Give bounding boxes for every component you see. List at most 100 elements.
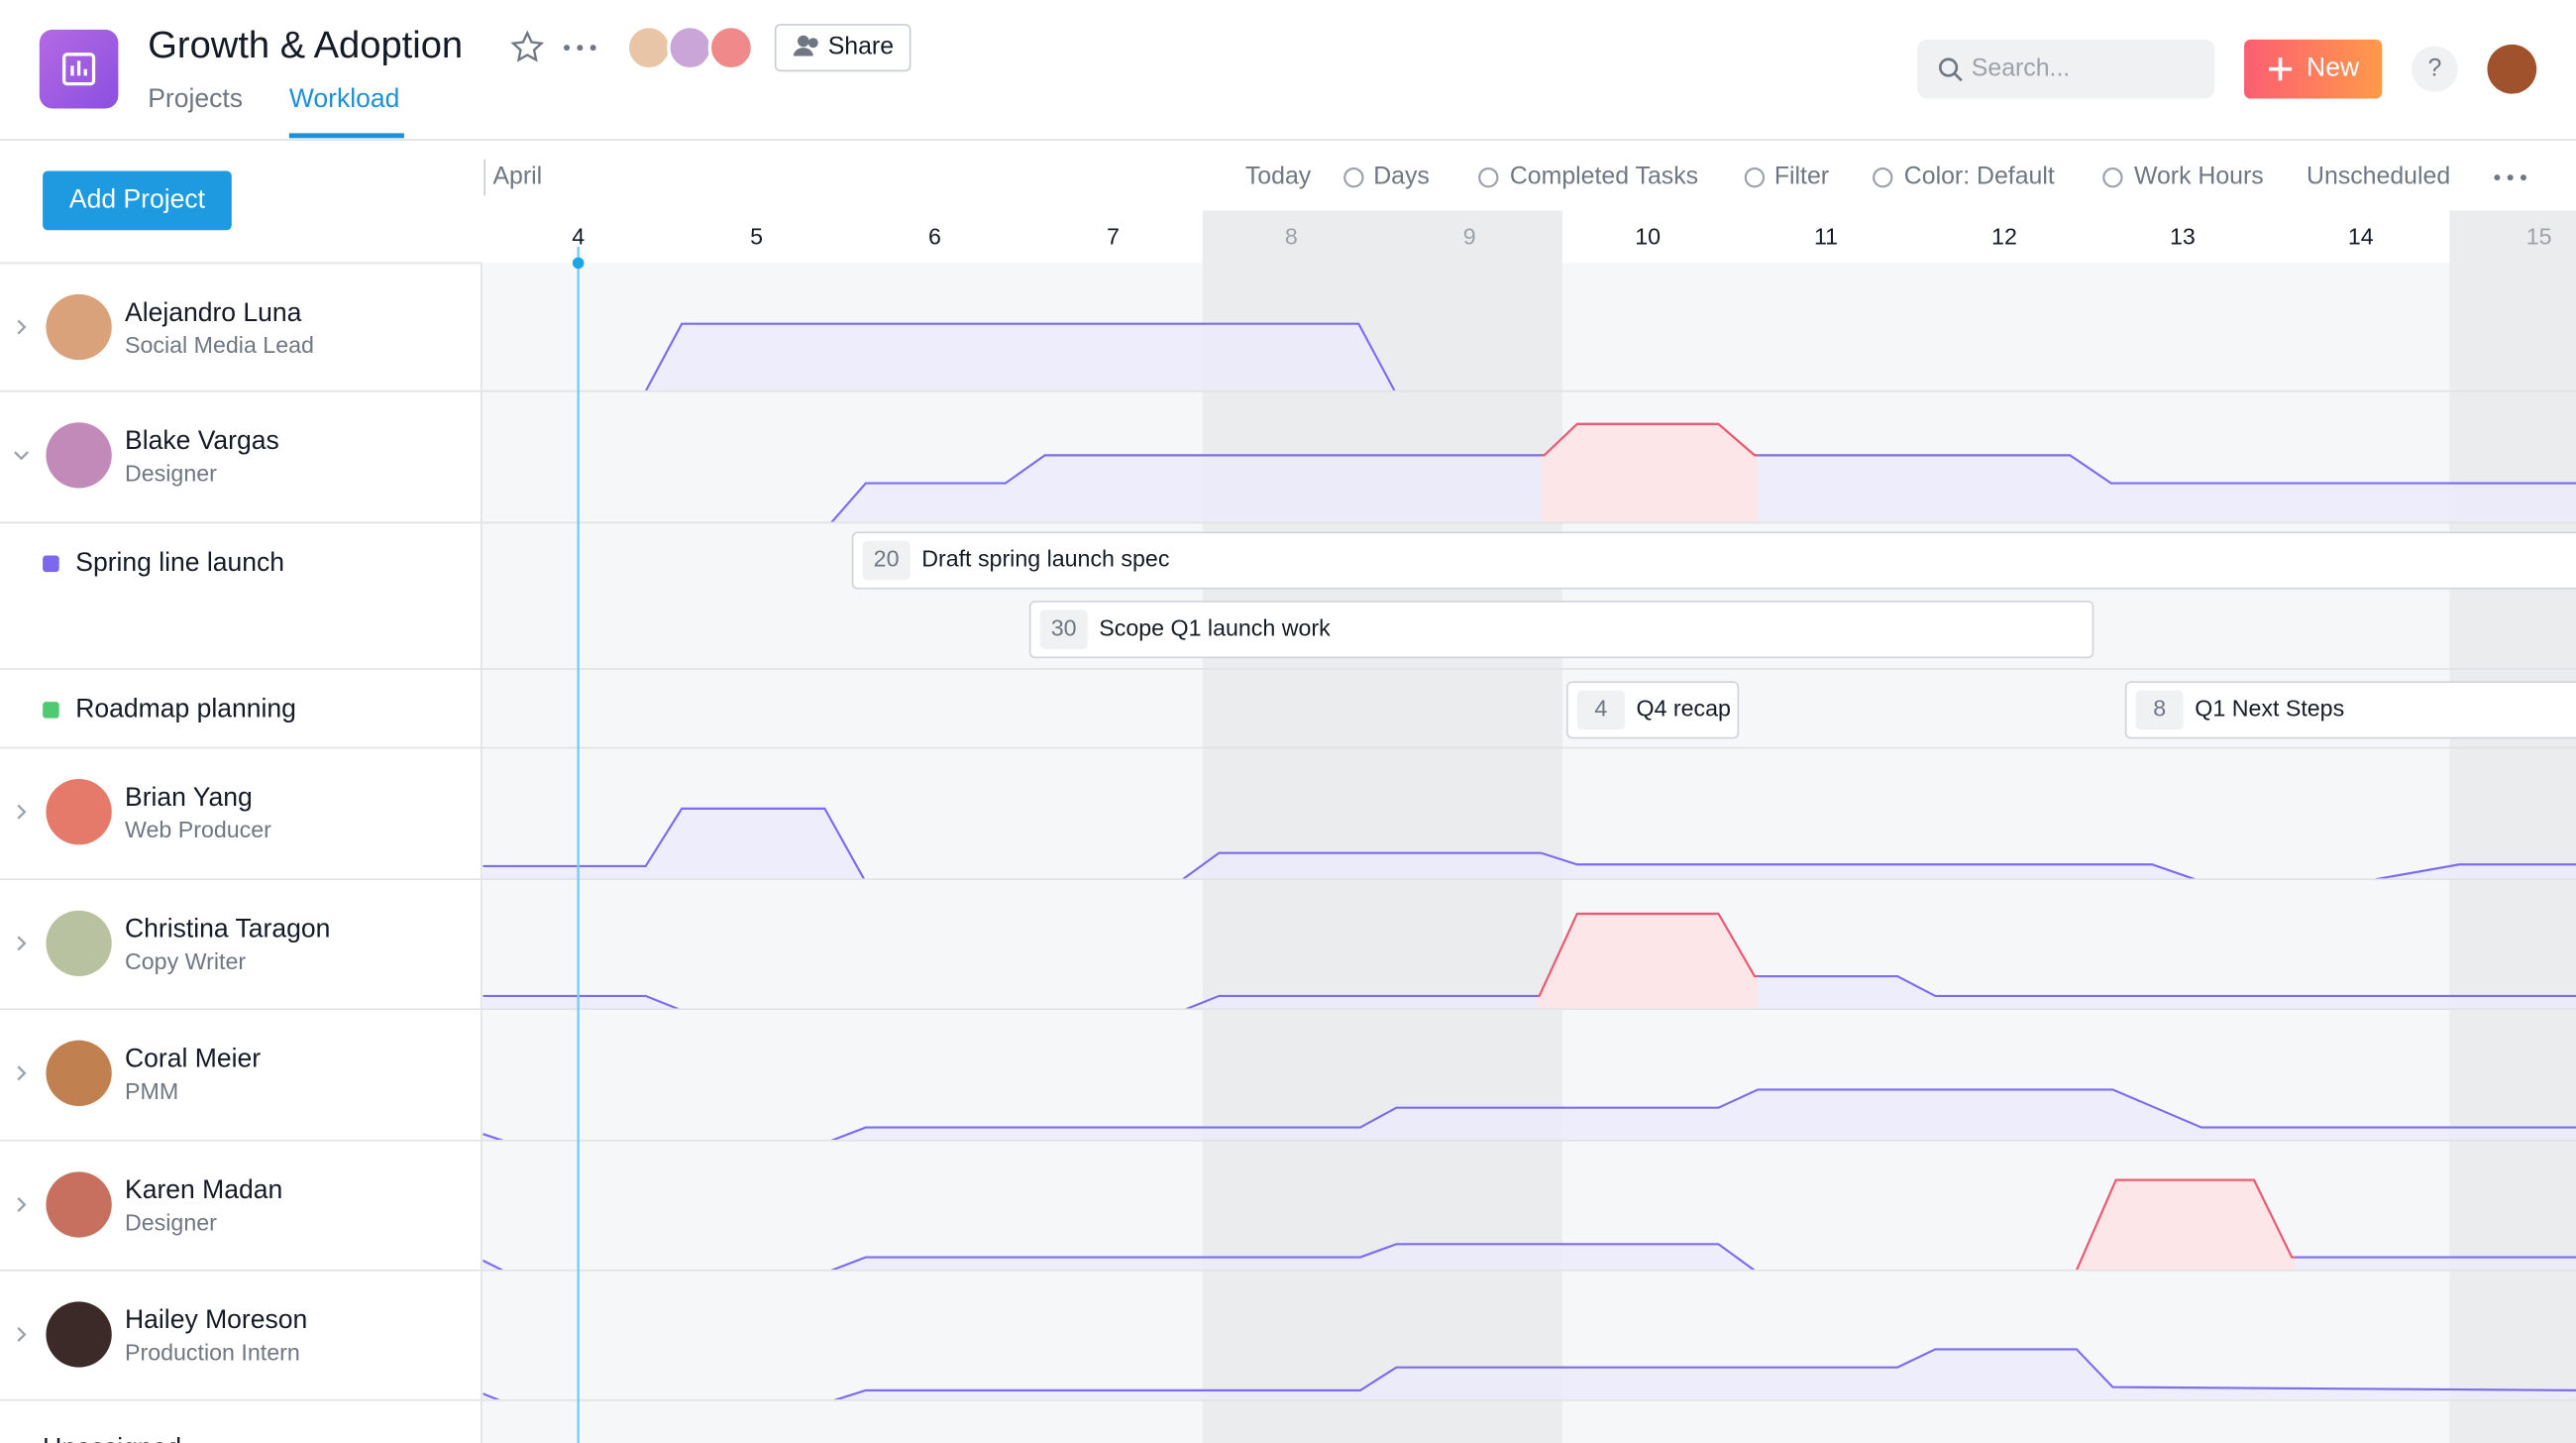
- month-label: April: [492, 163, 542, 190]
- more-menu[interactable]: [564, 45, 596, 52]
- workload-line: [644, 322, 1396, 392]
- overload-line: [2075, 1178, 2296, 1271]
- help-label: ?: [2427, 54, 2441, 81]
- toolbar-control[interactable]: Days: [1373, 163, 1430, 190]
- member-avatar[interactable]: [667, 24, 713, 71]
- workload-area: [483, 808, 865, 880]
- today-dot: [572, 257, 585, 270]
- workload-chart: [483, 322, 2576, 1401]
- day-label: 10: [1635, 224, 1661, 250]
- share-label: Share: [828, 33, 894, 60]
- day-label: 11: [1814, 224, 1838, 250]
- new-button[interactable]: [2244, 39, 2383, 99]
- task-bar[interactable]: [2124, 681, 2576, 739]
- control-icon: [1873, 166, 1893, 188]
- person-avatar: [46, 779, 112, 845]
- workload-line: [483, 1259, 503, 1272]
- toolbar-control[interactable]: Color: Default: [1904, 163, 2055, 190]
- person-role: Web Producer: [125, 817, 271, 842]
- expand-chevron[interactable]: [14, 451, 30, 461]
- workload-area: [1186, 914, 2576, 1010]
- person-avatar: [46, 910, 112, 977]
- task-count-box: [2135, 690, 2184, 730]
- add-project-button[interactable]: [43, 170, 232, 231]
- toolbar-control[interactable]: Today: [1245, 163, 1312, 190]
- day-label: 14: [2348, 224, 2374, 250]
- task-count: 20: [874, 546, 900, 572]
- weekend-band: [2449, 210, 2576, 1443]
- member-avatar[interactable]: [625, 24, 673, 71]
- person-role: Copy Writer: [125, 948, 246, 974]
- icon-glyph: [70, 60, 87, 76]
- toolbar-control[interactable]: Completed Tasks: [1510, 163, 1698, 190]
- favorite-star[interactable]: [510, 30, 545, 62]
- person-name: Hailey Moreson: [125, 1304, 307, 1334]
- workload-area: [1182, 852, 2196, 880]
- person-name: Karen Madan: [125, 1174, 282, 1204]
- expand-chevron[interactable]: [17, 1065, 27, 1081]
- page-title: Growth & Adoption: [148, 24, 463, 66]
- person-name: Alejandro Luna: [125, 297, 302, 327]
- task-bar[interactable]: [851, 531, 2576, 590]
- workload-area: [2375, 864, 2576, 880]
- workload-line: [483, 1392, 500, 1401]
- toolbar-more[interactable]: [2494, 174, 2526, 181]
- toolbar-control[interactable]: Unscheduled: [2307, 163, 2450, 190]
- toolbar-control[interactable]: Filter: [1774, 163, 1829, 190]
- workload-line: [830, 1088, 2576, 1142]
- expand-chevron[interactable]: [17, 1327, 27, 1342]
- add-project-label: Add Project: [69, 183, 206, 213]
- person-avatar: [46, 1171, 112, 1238]
- task-bar[interactable]: [1028, 601, 2094, 659]
- expand-chevron[interactable]: [17, 936, 27, 951]
- tab[interactable]: Projects: [148, 83, 243, 113]
- task-label: Q1 Next Steps: [2195, 696, 2344, 722]
- person-avatar: [46, 422, 112, 489]
- day-label: 12: [1991, 224, 2017, 250]
- day-label: 7: [1107, 224, 1120, 250]
- project-name: Roadmap planning: [75, 693, 296, 722]
- task-count-box: [1039, 610, 1088, 650]
- workload-line: [483, 807, 866, 880]
- new-label: New: [2307, 53, 2360, 82]
- day-label: 8: [1285, 224, 1298, 250]
- member-avatar[interactable]: [707, 24, 755, 71]
- search-placeholder: Search...: [1972, 54, 2071, 81]
- day-label: 15: [2526, 224, 2552, 250]
- workload-line: [483, 1133, 503, 1142]
- expand-chevron[interactable]: [17, 319, 27, 335]
- share-button[interactable]: [774, 24, 912, 72]
- person-avatar: [46, 293, 112, 361]
- task-label: Draft spring launch spec: [921, 546, 1169, 572]
- share-icon: [793, 35, 818, 56]
- project-color: [43, 702, 59, 719]
- overload-area: [2076, 1179, 2296, 1271]
- day-label: 5: [750, 224, 763, 250]
- search-box[interactable]: [1917, 39, 2215, 99]
- workload-line: [1182, 851, 2196, 881]
- person-role: Designer: [125, 460, 217, 486]
- overload-line: [1541, 422, 1759, 457]
- help-button[interactable]: [2412, 46, 2458, 92]
- person-role: Designer: [125, 1210, 217, 1236]
- workload-line: [834, 1348, 2576, 1401]
- control-icon: [1744, 166, 1766, 188]
- expand-chevron[interactable]: [17, 804, 27, 820]
- user-avatar[interactable]: [2487, 44, 2537, 94]
- toolbar-control[interactable]: Work Hours: [2134, 163, 2264, 190]
- search-icon: [1938, 57, 1959, 77]
- overload-area: [1538, 914, 1759, 1010]
- person-role: Social Media Lead: [125, 332, 314, 358]
- day-label: 9: [1463, 224, 1476, 250]
- person-role: Production Intern: [125, 1340, 300, 1366]
- expand-chevron[interactable]: [17, 1197, 27, 1212]
- overload-area: [1541, 423, 1759, 523]
- task-count-box: [1576, 690, 1625, 730]
- tab-active[interactable]: Workload: [289, 83, 400, 113]
- workload-line: [483, 994, 680, 1011]
- overload-line: [1538, 912, 1759, 997]
- search-icon: [1954, 72, 1963, 82]
- control-icon: [2102, 166, 2123, 188]
